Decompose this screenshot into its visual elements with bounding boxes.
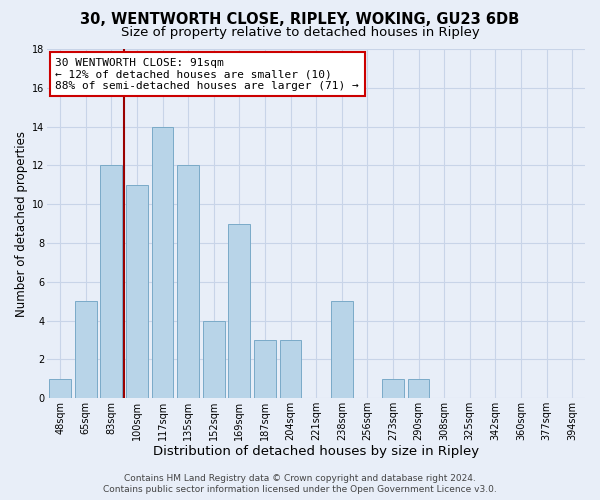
Bar (49, 379, 71, 398)
Text: 30, WENTWORTH CLOSE, RIPLEY, WOKING, GU23 6DB: 30, WENTWORTH CLOSE, RIPLEY, WOKING, GU2… (80, 12, 520, 28)
Bar (152, 126, 173, 398)
Bar (203, 320, 224, 398)
Bar (382, 379, 404, 398)
Bar (331, 301, 353, 398)
Text: 30 WENTWORTH CLOSE: 91sqm
← 12% of detached houses are smaller (10)
88% of semi-: 30 WENTWORTH CLOSE: 91sqm ← 12% of detac… (55, 58, 359, 91)
Bar (100, 166, 122, 398)
Bar (126, 185, 148, 398)
X-axis label: Distribution of detached houses by size in Ripley: Distribution of detached houses by size … (153, 444, 479, 458)
Bar (254, 340, 276, 398)
Bar (280, 340, 301, 398)
Bar (177, 166, 199, 398)
Text: Contains HM Land Registry data © Crown copyright and database right 2024.
Contai: Contains HM Land Registry data © Crown c… (103, 474, 497, 494)
Text: Size of property relative to detached houses in Ripley: Size of property relative to detached ho… (121, 26, 479, 39)
Bar (75, 301, 97, 398)
Bar (229, 224, 250, 398)
Bar (407, 379, 430, 398)
Y-axis label: Number of detached properties: Number of detached properties (15, 130, 28, 316)
